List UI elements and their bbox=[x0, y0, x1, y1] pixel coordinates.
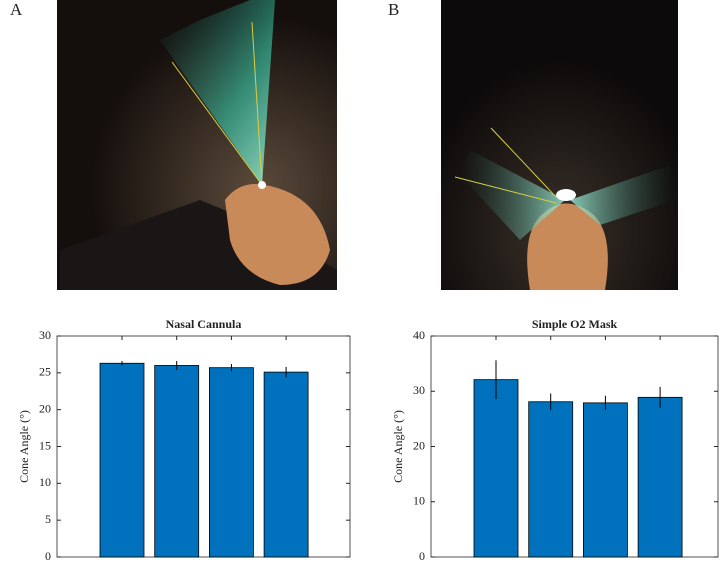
y-tick-label: 30 bbox=[39, 328, 51, 342]
y-tick-label: 25 bbox=[39, 365, 51, 379]
bar bbox=[99, 362, 145, 558]
bar bbox=[263, 371, 309, 558]
y-tick-label: 0 bbox=[419, 549, 425, 563]
y-tick-label: 40 bbox=[413, 328, 425, 342]
y-tick-label: 5 bbox=[45, 512, 51, 526]
y-axis-label: Cone Angle (°) bbox=[17, 410, 31, 483]
chart-title: Simple O2 Mask bbox=[532, 317, 618, 331]
y-tick-label: 30 bbox=[413, 383, 425, 397]
bar bbox=[528, 401, 574, 558]
bar bbox=[473, 379, 519, 558]
bar bbox=[637, 396, 683, 558]
bar bbox=[583, 402, 628, 558]
panel-label: B bbox=[388, 0, 399, 19]
y-axis-label: Cone Angle (°) bbox=[391, 410, 405, 483]
chart-title: Nasal Cannula bbox=[166, 317, 242, 331]
bar bbox=[208, 367, 254, 558]
photo-a bbox=[57, 0, 337, 290]
bar bbox=[154, 365, 200, 558]
y-tick-label: 0 bbox=[45, 549, 51, 563]
y-tick-label: 20 bbox=[413, 438, 425, 452]
photo-b bbox=[441, 0, 678, 290]
y-tick-label: 15 bbox=[39, 438, 51, 452]
panel-label: A bbox=[10, 0, 23, 19]
y-tick-label: 10 bbox=[413, 494, 425, 508]
y-tick-label: 10 bbox=[39, 475, 51, 489]
y-tick-label: 20 bbox=[39, 401, 51, 415]
